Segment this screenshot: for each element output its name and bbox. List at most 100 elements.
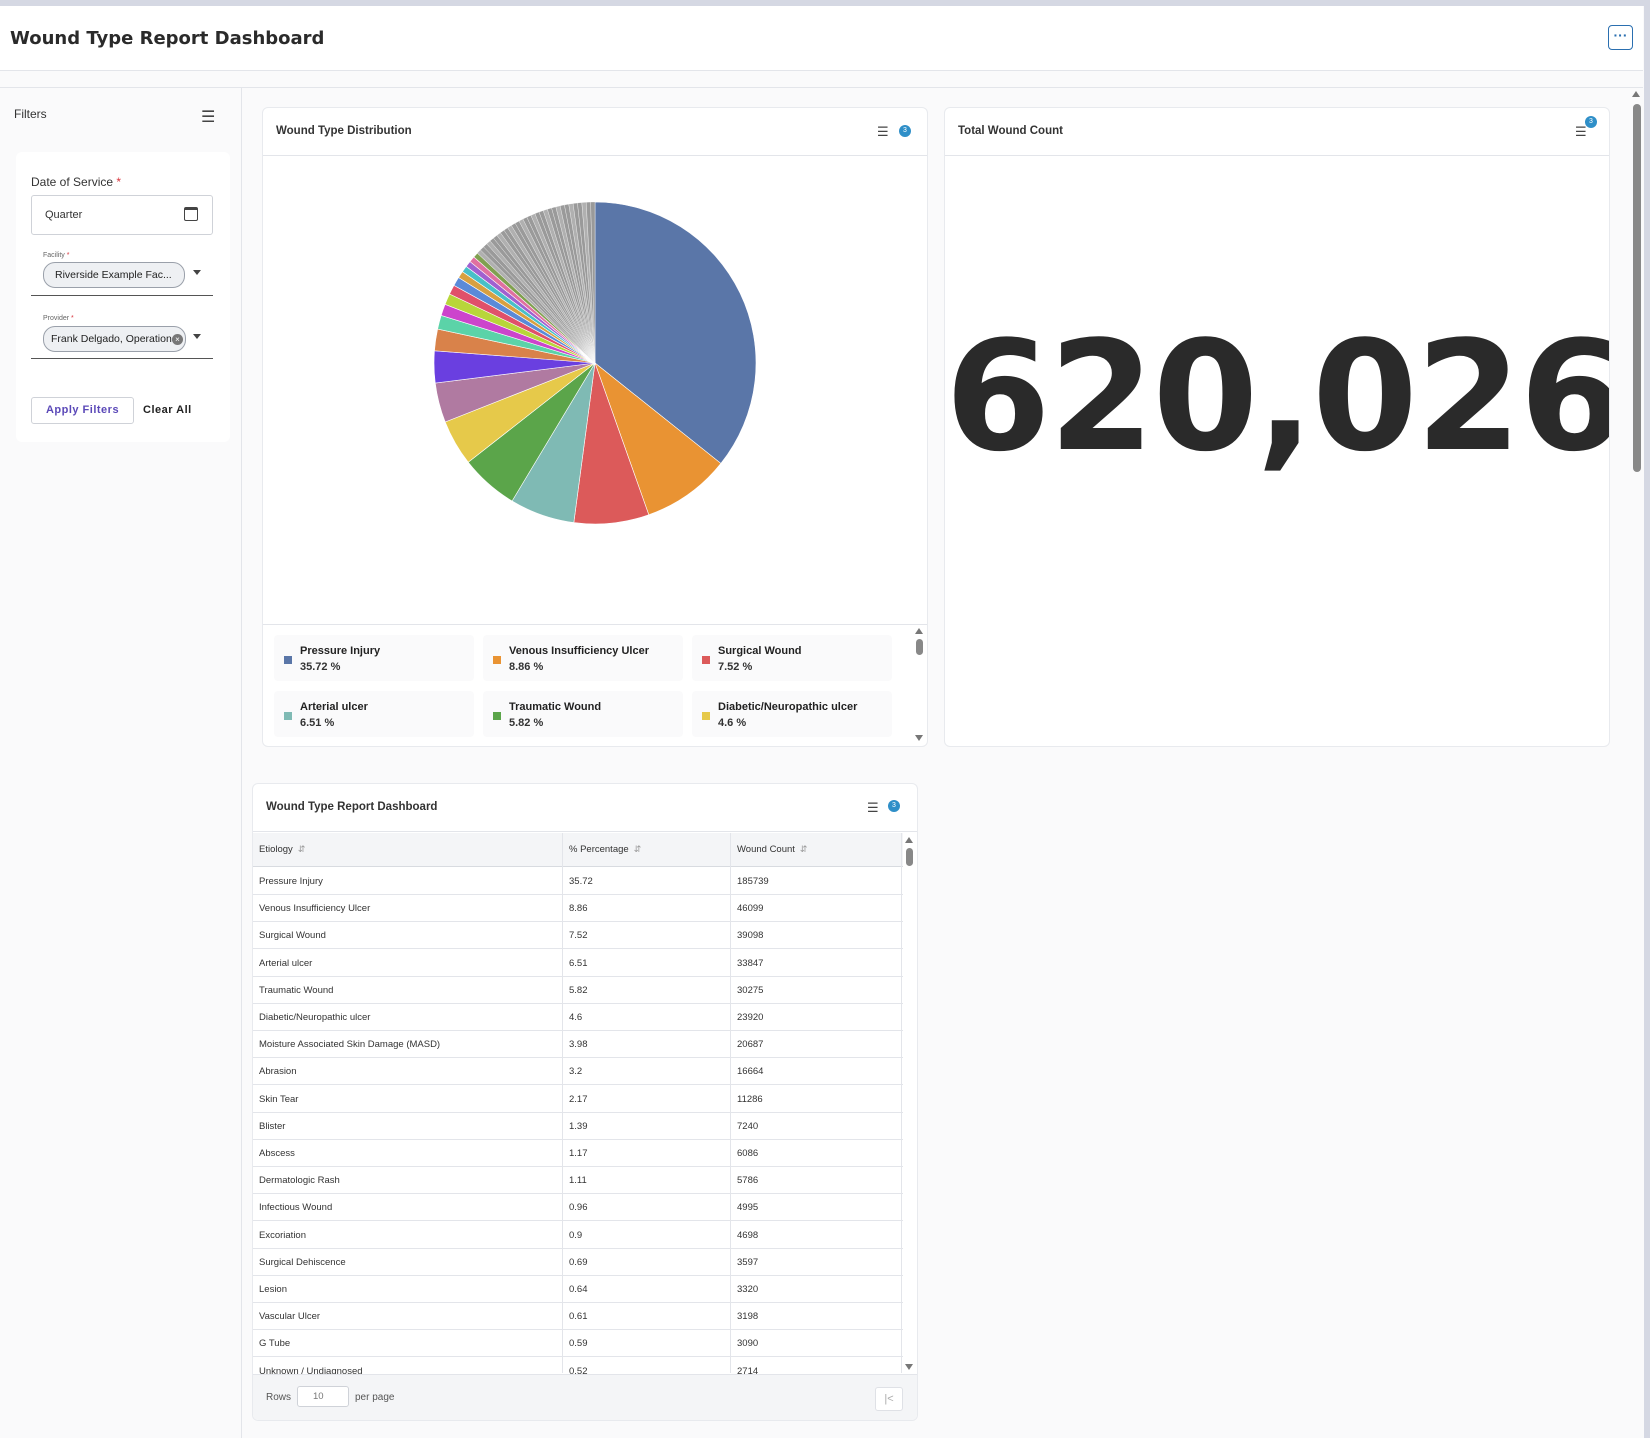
- table-row[interactable]: Dermatologic Rash 1.11 5786: [253, 1167, 903, 1195]
- remove-chip-icon[interactable]: ×: [172, 334, 183, 345]
- legend-scrollbar-thumb[interactable]: [916, 639, 923, 655]
- legend-item[interactable]: Diabetic/Neuropathic ulcer 4.6 %: [692, 691, 892, 737]
- legend-item[interactable]: Pressure Injury 35.72 %: [274, 635, 474, 681]
- table-row[interactable]: Arterial ulcer 6.51 33847: [253, 950, 903, 977]
- page-scrollbar-thumb[interactable]: [1633, 104, 1641, 472]
- table-row[interactable]: Pressure Injury 35.72 185739: [253, 868, 903, 895]
- etiology-cell: Abscess: [259, 1148, 295, 1159]
- etiology-cell: Moisture Associated Skin Damage (MASD): [259, 1039, 441, 1051]
- first-page-button[interactable]: |<: [875, 1387, 903, 1411]
- window-right-edge: [1644, 6, 1650, 1438]
- filters-sidebar: Filters ☰ Date of Service * Quarter Faci…: [2, 88, 242, 1438]
- table-footer: Rows 10 per page |<: [253, 1374, 917, 1420]
- wound-count-cell: 39098: [737, 930, 764, 942]
- top-strip: [0, 0, 1650, 6]
- wound-count-cell: 33847: [737, 957, 764, 969]
- column-header-etiology[interactable]: Etiology ⇵: [259, 844, 306, 855]
- wound-count-cell: 23920: [737, 1012, 764, 1023]
- percentage-cell: 1.39: [569, 1120, 588, 1132]
- legend-item[interactable]: Venous Insufficiency Ulcer 8.86 %: [483, 635, 683, 681]
- etiology-cell: Arterial ulcer: [259, 957, 313, 969]
- wound-count-cell: 30275: [737, 984, 764, 996]
- table-row[interactable]: Lesion 0.64 3320: [253, 1276, 903, 1303]
- percentage-cell: 3.98: [569, 1039, 588, 1051]
- clear-all-button[interactable]: Clear All: [143, 404, 192, 416]
- rows-per-page-input[interactable]: 10: [297, 1386, 349, 1407]
- table-row[interactable]: Moisture Associated Skin Damage (MASD) 3.…: [253, 1031, 903, 1059]
- pie-chart[interactable]: [263, 157, 927, 623]
- legend-scroll-down-icon[interactable]: [915, 735, 923, 741]
- table-row[interactable]: Venous Insufficiency Ulcer 8.86 46099: [253, 895, 903, 923]
- pie-slice[interactable]: [594, 201, 757, 464]
- table-row[interactable]: Vascular Ulcer 0.61 3198: [253, 1303, 903, 1331]
- legend-item[interactable]: Arterial ulcer 6.51 %: [274, 691, 474, 737]
- chart-legend: Pressure Injury 35.72 % Venous Insuffici…: [263, 624, 927, 746]
- more-options-button[interactable]: ···: [1608, 25, 1633, 50]
- wound-count-cell: 6086: [737, 1148, 759, 1159]
- header-divider: [0, 87, 1643, 88]
- table-row[interactable]: Abscess 1.17 6086: [253, 1140, 903, 1167]
- etiology-cell: Infectious Wound: [259, 1202, 333, 1214]
- table-row[interactable]: Traumatic Wound 5.82 30275: [253, 977, 903, 1004]
- table-row[interactable]: Skin Tear 2.17 11286: [253, 1086, 903, 1113]
- legend-item[interactable]: Traumatic Wound 5.82 %: [483, 691, 683, 737]
- wound-count-cell: 5786: [737, 1175, 759, 1187]
- card-filter-icon[interactable]: ☰: [1575, 124, 1587, 139]
- legend-name: Pressure Injury: [300, 645, 381, 657]
- card-filter-icon[interactable]: ☰: [867, 800, 879, 815]
- provider-underline: [31, 358, 213, 359]
- table-scrollbar-thumb[interactable]: [906, 848, 913, 866]
- card-filter-icon[interactable]: ☰: [877, 124, 889, 139]
- wound-count-cell: 11286: [737, 1093, 763, 1105]
- calendar-icon[interactable]: [184, 207, 198, 221]
- provider-dropdown-icon[interactable]: [193, 334, 201, 339]
- table-scroll-up-icon[interactable]: [905, 837, 913, 843]
- percentage-cell: 0.61: [569, 1311, 588, 1323]
- rows-label: Rows: [266, 1392, 292, 1403]
- etiology-cell: Pressure Injury: [259, 876, 323, 887]
- card-title: Total Wound Count: [958, 125, 1063, 137]
- provider-chip[interactable]: Frank Delgado, Operations ×: [43, 326, 186, 352]
- legend-name: Traumatic Wound: [509, 701, 602, 713]
- card-header: Total Wound Count ☰ 3: [945, 108, 1609, 156]
- table-row[interactable]: Excoriation 0.9 4698: [253, 1222, 903, 1249]
- wound-count-cell: 2714: [737, 1365, 759, 1374]
- table-row[interactable]: Abrasion 3.2 16664: [253, 1058, 903, 1086]
- page-title: Wound Type Report Dashboard: [10, 28, 325, 49]
- date-of-service-input[interactable]: Quarter: [31, 195, 213, 235]
- table-row[interactable]: Surgical Wound 7.52 39098: [253, 922, 903, 950]
- page-scroll-up-icon[interactable]: [1632, 91, 1640, 97]
- date-of-service-value: Quarter: [45, 209, 83, 221]
- legend-swatch: [284, 712, 292, 720]
- legend-scroll-up-icon[interactable]: [915, 628, 923, 634]
- table-row[interactable]: Surgical Dehiscence 0.69 3597: [253, 1249, 903, 1276]
- wound-type-distribution-card: Wound Type Distribution ☰ 3 Pressure Inj…: [262, 107, 928, 747]
- column-header-percentage[interactable]: % Percentage ⇵: [569, 844, 642, 855]
- sort-icon: ⇵: [297, 844, 306, 854]
- facility-chip[interactable]: Riverside Example Fac...: [43, 262, 185, 288]
- column-divider: [562, 833, 563, 1373]
- table-row[interactable]: Infectious Wound 0.96 4995: [253, 1194, 903, 1222]
- legend-swatch: [284, 656, 292, 664]
- pie-slice[interactable]: [590, 201, 596, 364]
- provider-label: Provider *: [43, 315, 74, 322]
- table-row[interactable]: Unknown / Undiagnosed 0.52 2714: [253, 1358, 903, 1374]
- table-row[interactable]: Blister 1.39 7240: [253, 1113, 903, 1140]
- total-wound-count-value: 620,026: [945, 308, 1610, 485]
- etiology-cell: Vascular Ulcer: [259, 1311, 321, 1323]
- legend-item[interactable]: Surgical Wound 7.52 %: [692, 635, 892, 681]
- column-header-wound-count[interactable]: Wound Count ⇵: [737, 844, 808, 855]
- pie-slice[interactable]: [594, 362, 722, 516]
- table-row[interactable]: G Tube 0.59 3090: [253, 1330, 903, 1358]
- apply-filters-button[interactable]: Apply Filters: [31, 397, 134, 424]
- wound-count-cell: 3198: [737, 1311, 759, 1323]
- percentage-cell: 0.69: [569, 1256, 588, 1268]
- facility-underline: [31, 295, 213, 296]
- wound-count-cell: 3090: [737, 1338, 759, 1350]
- facility-dropdown-icon[interactable]: [193, 270, 201, 275]
- table-scroll-down-icon[interactable]: [905, 1364, 913, 1370]
- percentage-cell: 8.86: [569, 903, 588, 915]
- filter-toggle-icon[interactable]: ☰: [201, 109, 216, 126]
- table-row[interactable]: Diabetic/Neuropathic ulcer 4.6 23920: [253, 1004, 903, 1031]
- legend-swatch: [493, 656, 501, 664]
